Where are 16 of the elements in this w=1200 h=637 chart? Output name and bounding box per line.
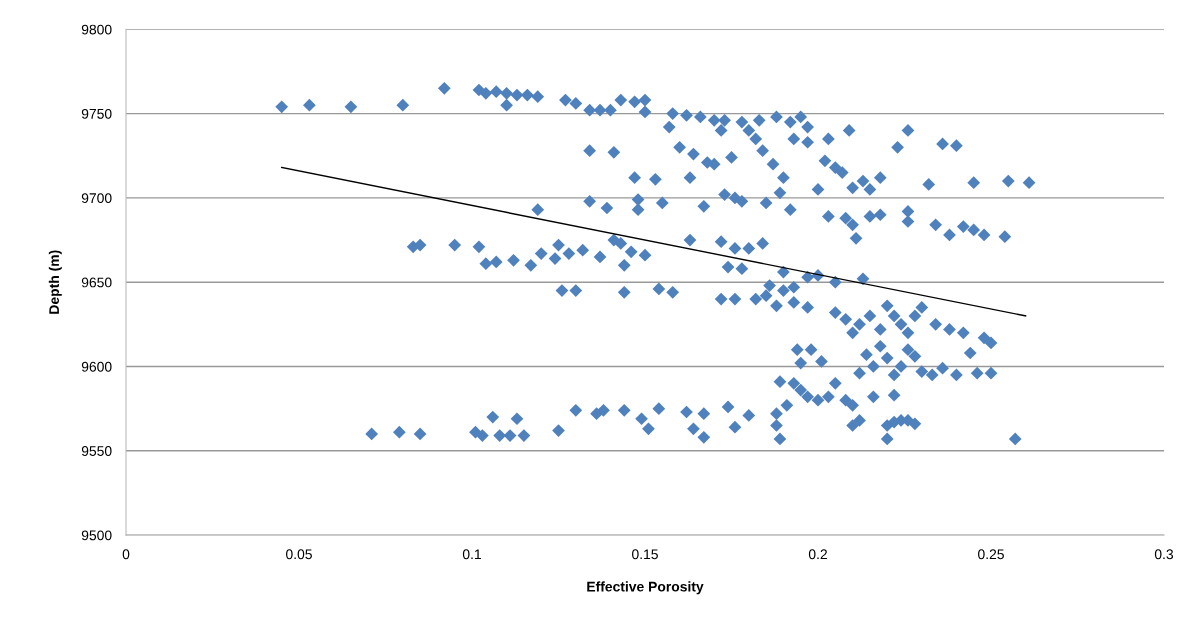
x-tick-label: 0.15 (632, 549, 658, 560)
x-tick-label: 0.25 (978, 549, 1004, 560)
y-axis-title: Depth (m) (48, 250, 62, 314)
y-tick-label: 9650 (81, 277, 112, 288)
y-tick-label: 9750 (81, 108, 112, 119)
y-tick-label: 9600 (81, 361, 112, 372)
x-tick-label: 0.2 (808, 549, 827, 560)
y-tick-label: 9700 (81, 193, 112, 204)
y-tick-label: 9500 (81, 530, 112, 541)
y-tick-label: 9550 (81, 446, 112, 456)
x-tick-label: 0 (122, 549, 130, 560)
x-tick-label: 0.1 (462, 549, 481, 560)
y-tick-label: 9800 (81, 24, 112, 35)
x-tick-label: 0.3 (1154, 549, 1174, 560)
x-tick-label: 0.05 (286, 549, 312, 560)
x-axis-title: Effective Porosity (587, 581, 704, 595)
